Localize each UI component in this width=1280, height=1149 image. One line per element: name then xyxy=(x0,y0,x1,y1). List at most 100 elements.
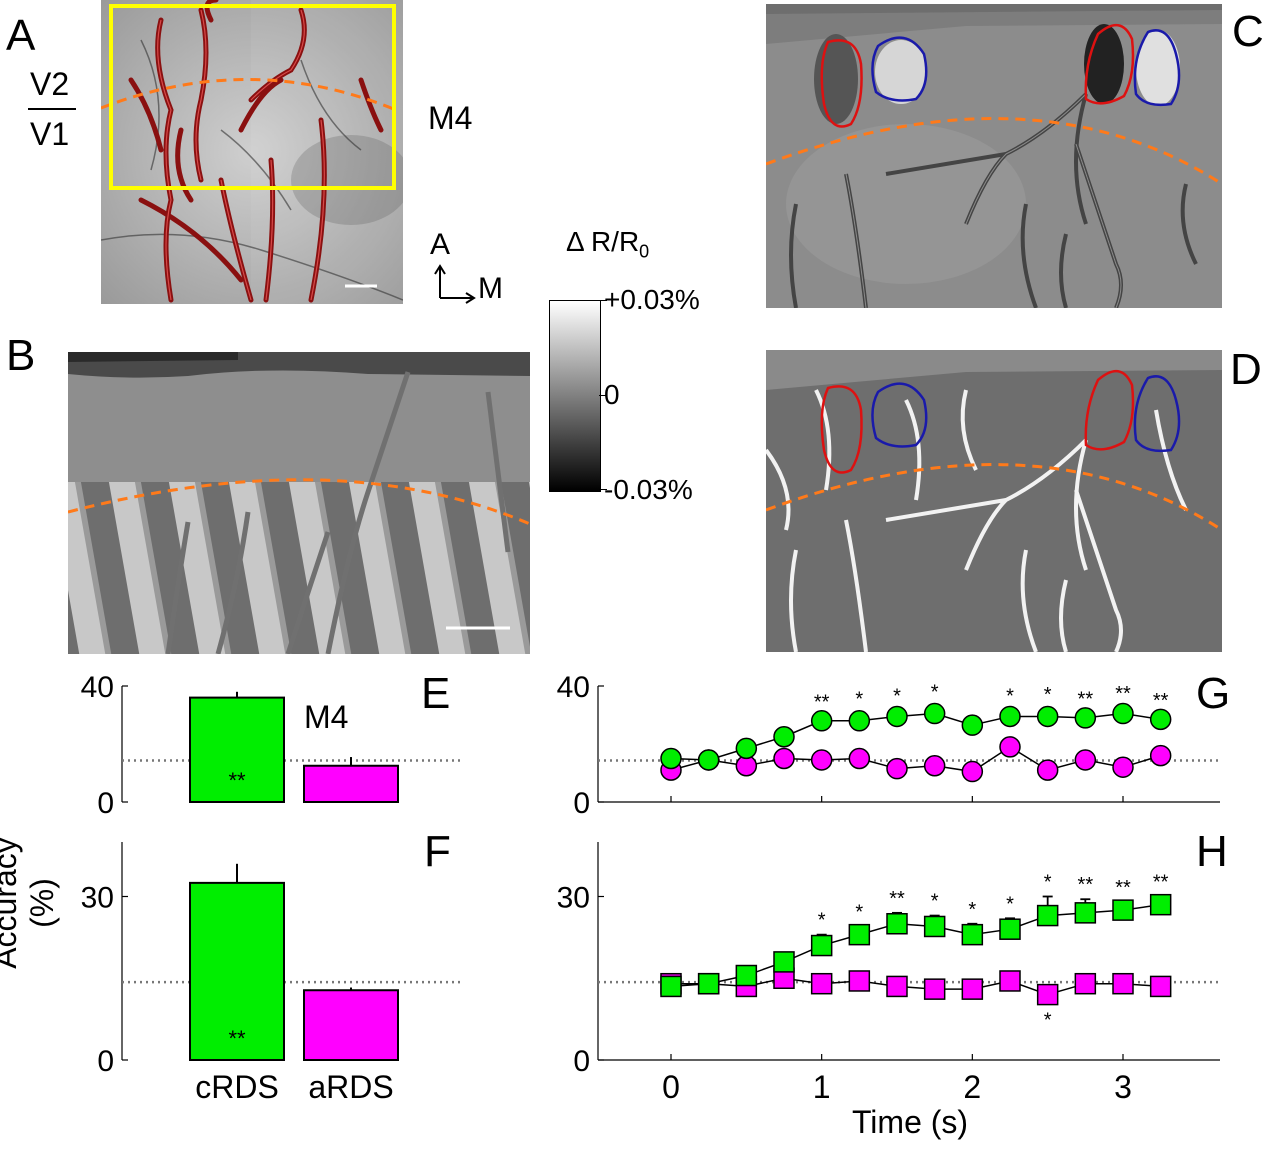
panel-c-crds-map xyxy=(766,4,1222,308)
panel-g-ytick-label: 40 xyxy=(557,671,590,704)
panel-g-point-crds xyxy=(886,705,908,728)
panel-g-point-crds xyxy=(1036,705,1059,728)
panel-label-h: H xyxy=(1196,827,1228,876)
panel-g-point-ards xyxy=(810,749,833,771)
panel-label-b: B xyxy=(6,331,36,380)
panel-h-point-crds xyxy=(735,964,758,987)
panel-h-xtick-label: 3 xyxy=(1114,1069,1132,1105)
panel-e-sig-marker: ** xyxy=(228,768,246,793)
monkey-label: M4 xyxy=(428,100,473,136)
panel-g-sig-marker: * xyxy=(931,681,939,703)
v1-label: V1 xyxy=(30,116,70,152)
panel-h-point-ards xyxy=(848,970,871,992)
panel-a-vasculature-image xyxy=(101,0,403,304)
panel-g-sig-marker: * xyxy=(855,689,863,711)
panel-g-point-crds xyxy=(810,710,833,732)
panel-h-xtick-label: 1 xyxy=(813,1069,831,1105)
colorbar-mid-label: 0 xyxy=(604,379,620,410)
panel-b-disparity-map xyxy=(68,352,530,654)
panel-g-point-crds xyxy=(1074,707,1097,729)
panel-h-point-crds xyxy=(1074,902,1097,924)
panel-f-bar-crds xyxy=(189,881,285,1061)
panel-h-point-ards xyxy=(1112,972,1134,995)
panel-e-ytick-label: 40 xyxy=(81,671,114,704)
panel-h-point-crds xyxy=(660,975,682,998)
panel-g-point-ards xyxy=(1149,744,1172,767)
panel-h-point-ards xyxy=(1074,972,1097,995)
panel-g-sig-marker: ** xyxy=(1153,690,1169,712)
panel-h-sig-marker: * xyxy=(968,899,976,921)
panel-h-point-ards xyxy=(1149,975,1172,998)
colorbar-gradient xyxy=(549,300,601,492)
panel-g-sig-marker: * xyxy=(1044,684,1052,706)
panel-h-point-crds xyxy=(999,918,1021,940)
panel-h-sig-marker: * xyxy=(818,910,826,932)
panel-g-point-ards xyxy=(773,747,795,770)
panel-g-point-crds xyxy=(848,710,871,732)
panel-label-a: A xyxy=(6,11,36,60)
panel-h-sig-marker: * xyxy=(1006,893,1014,915)
panel-f-ytick-label: 30 xyxy=(81,882,114,915)
panel-g-sig-marker: * xyxy=(893,686,901,708)
panel-h-sig-marker: ** xyxy=(889,888,905,910)
panel-h-point-ards xyxy=(1036,983,1059,1006)
panel-g-sig-marker: ** xyxy=(1115,683,1131,705)
panel-g-point-crds xyxy=(697,749,720,771)
panel-g-point-crds xyxy=(1149,708,1172,731)
panel-h-point-crds xyxy=(848,923,871,946)
panel-d-ards-map xyxy=(766,350,1222,652)
axis-medial-label: M xyxy=(478,272,503,305)
panel-h-point-ards xyxy=(961,978,984,1000)
panel-h-sig-marker: ** xyxy=(1078,874,1094,896)
panel-h-point-crds xyxy=(886,913,908,935)
colorbar-tick-bottom xyxy=(599,489,607,490)
panel-e-bar-ards xyxy=(303,764,399,803)
category-label-crds: cRDS xyxy=(195,1069,279,1105)
panel-g-point-crds xyxy=(999,705,1021,728)
category-label-ards: aRDS xyxy=(308,1069,393,1105)
panel-g-point-ards xyxy=(1074,749,1097,771)
panel-f-bar-ards xyxy=(303,989,399,1061)
panel-g-point-ards xyxy=(1112,756,1134,778)
panel-h-sig-marker: * xyxy=(1044,1010,1052,1032)
colorbar-title-subscript: 0 xyxy=(639,241,650,262)
panel-g-point-crds xyxy=(735,737,758,760)
panel-h-point-crds xyxy=(1149,893,1172,916)
panel-g-point-crds xyxy=(961,714,984,736)
colorbar-top-label: +0.03% xyxy=(604,284,700,315)
panel-f-ytick-label: 0 xyxy=(97,1045,114,1078)
panel-g-point-crds xyxy=(1112,702,1134,725)
panel-g-point-ards xyxy=(886,757,908,780)
colorbar-bottom-label: -0.03% xyxy=(604,474,693,505)
panel-e-ytick-label: 0 xyxy=(97,787,114,820)
panel-g-point-crds xyxy=(660,747,682,770)
colorbar-tick-mid xyxy=(599,395,607,396)
panel-label-g: G xyxy=(1196,669,1231,718)
panel-h-sig-marker: * xyxy=(931,891,939,913)
panel-g-sig-marker: * xyxy=(1006,686,1014,708)
panel-h-point-crds xyxy=(961,923,984,946)
panel-f-sig-marker: ** xyxy=(228,1026,246,1051)
panel-h-point-crds xyxy=(1112,899,1134,921)
colorbar-tick-top xyxy=(599,300,607,301)
panel-g-point-crds xyxy=(923,702,946,725)
panel-label-e: E xyxy=(421,669,451,718)
panel-h-point-ards xyxy=(886,975,908,998)
orientation-arrows-icon xyxy=(434,264,476,304)
panel-label-f: F xyxy=(424,827,451,876)
panel-h-point-crds xyxy=(697,972,720,995)
panel-h-point-ards xyxy=(999,970,1021,992)
v1-v2-divider xyxy=(28,108,76,110)
panel-h-sig-marker: ** xyxy=(1115,877,1131,899)
panel-label-d: D xyxy=(1230,345,1262,394)
panel-h-xtick-label: 2 xyxy=(963,1069,981,1105)
colorbar-title: Δ R/R0 xyxy=(566,226,649,263)
panel-h-point-crds xyxy=(1036,904,1059,927)
panel-h-point-crds xyxy=(810,934,833,957)
panel-h-point-crds xyxy=(773,951,795,973)
panel-label-c: C xyxy=(1232,7,1264,56)
axis-anterior-label: A xyxy=(430,228,451,261)
panel-g-point-ards xyxy=(999,736,1021,758)
panel-h-sig-marker: ** xyxy=(1153,872,1169,894)
panel-g-sig-marker: ** xyxy=(814,691,830,713)
